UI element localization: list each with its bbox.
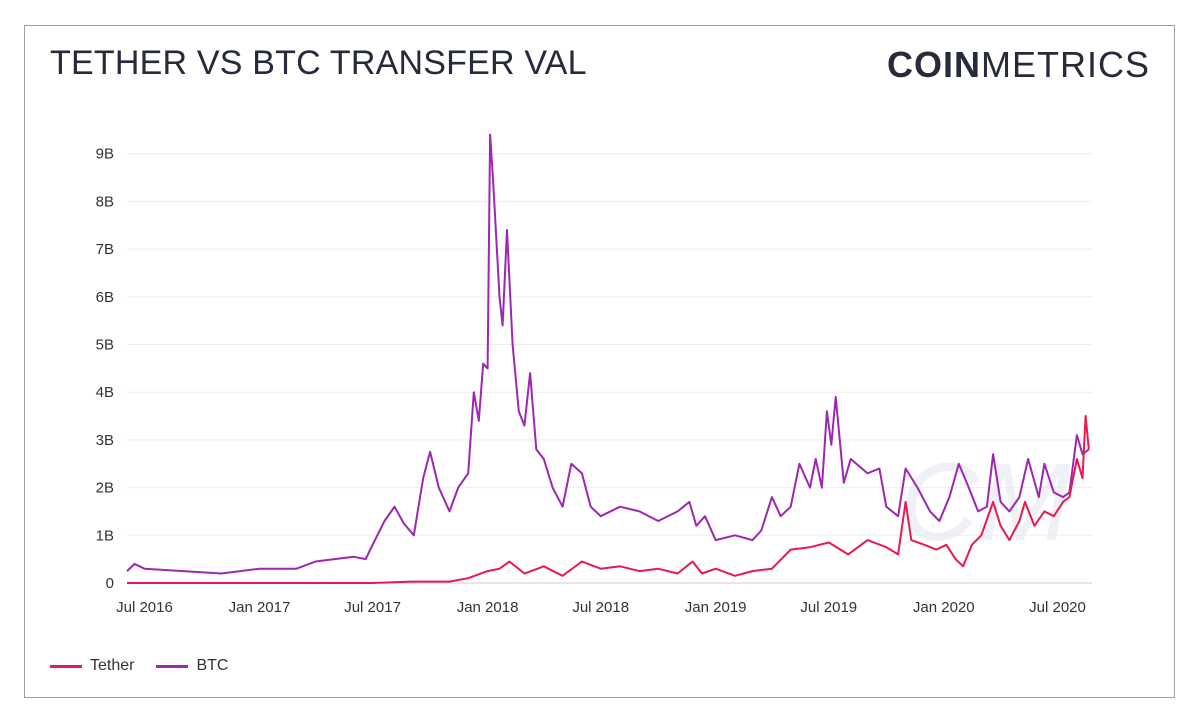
y-tick-label: 0 [106,575,114,592]
series-line-tether [127,415,1090,584]
coinmetrics-logo: COINMETRICS [887,44,1150,85]
chart-frame [24,25,1175,698]
x-tick-label: Jul 2020 [1029,599,1086,616]
x-tick-label: Jan 2017 [229,599,291,616]
y-tick-label: 3B [96,432,114,449]
x-tick-label: Jul 2017 [344,599,401,616]
y-tick-label: 1B [96,527,114,544]
watermark: CM [899,441,1070,564]
legend-item-tether[interactable]: Tether [50,657,134,675]
y-tick-label: 5B [96,337,114,354]
y-tick-label: 6B [96,289,114,306]
series-line-btc [126,133,1090,575]
x-tick-label: Jul 2016 [116,599,173,616]
legend-label: Tether [90,657,135,674]
legend-swatch [156,664,189,668]
legend: Tether BTC [50,657,228,675]
y-tick-label: 7B [96,241,114,258]
x-tick-label: Jan 2018 [457,599,519,616]
x-tick-label: Jan 2020 [913,599,975,616]
x-tick-label: Jul 2019 [800,599,857,616]
y-tick-label: 9B [96,146,114,163]
x-tick-label: Jan 2019 [685,599,747,616]
legend-label: BTC [196,657,229,674]
chart-title: TETHER VS BTC TRANSFER VAL [50,44,587,82]
y-tick-label: 8B [96,193,114,210]
x-tick-label: Jul 2018 [572,599,629,616]
legend-swatch [50,664,82,668]
y-tick-label: 2B [96,480,114,497]
y-tick-label: 4B [96,384,114,401]
legend-item-btc[interactable]: BTC [156,657,228,675]
